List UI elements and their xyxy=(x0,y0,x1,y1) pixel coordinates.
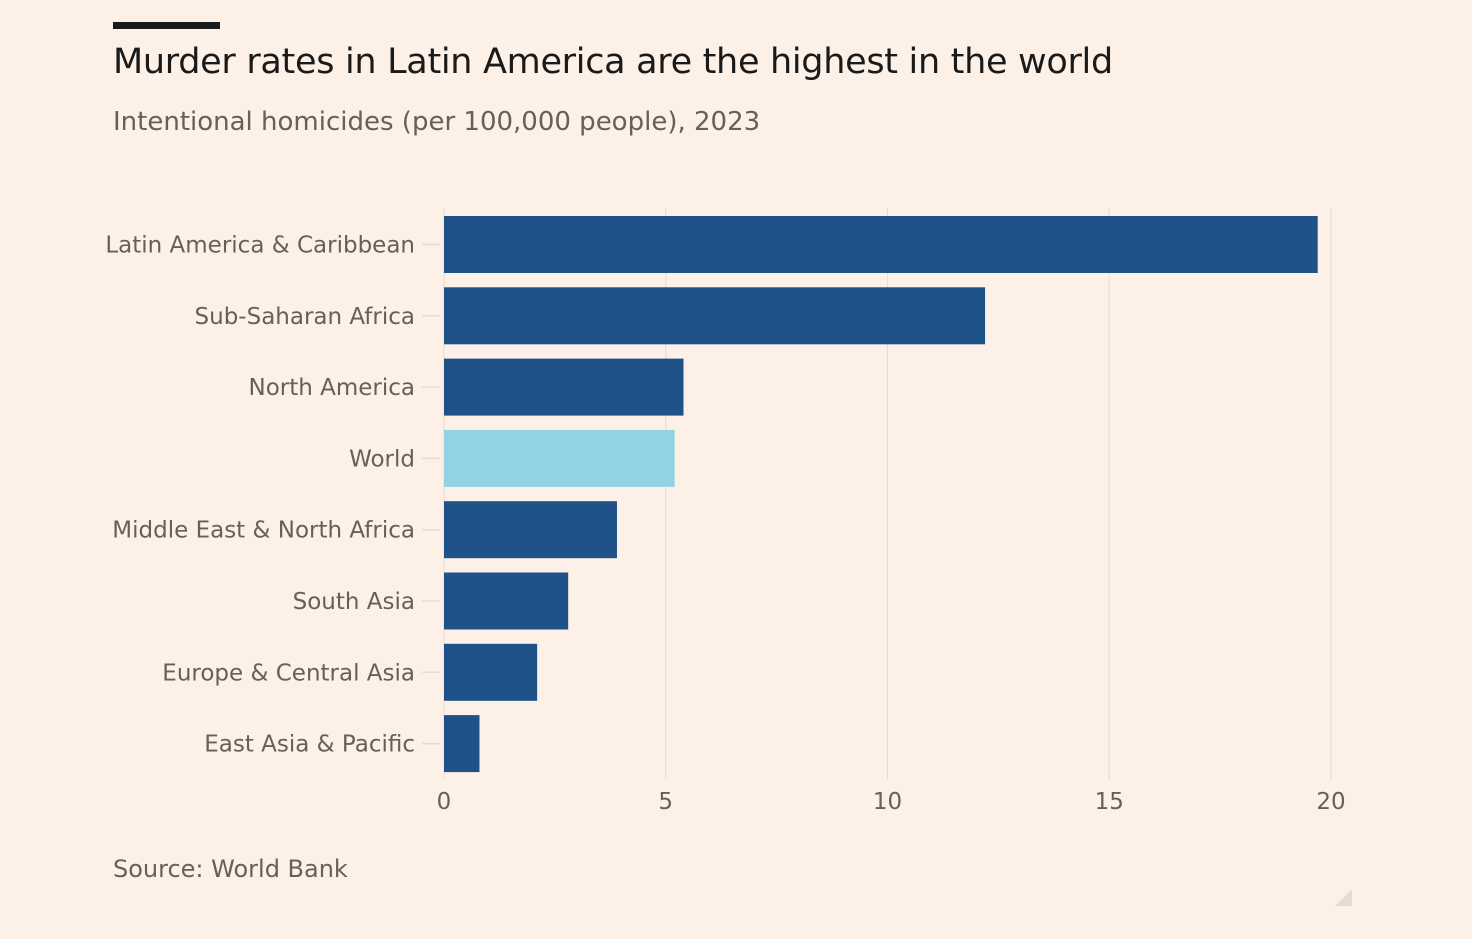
category-label: North America xyxy=(248,375,415,401)
bar-sub-saharan-africa xyxy=(444,287,986,345)
x-tick-label: 5 xyxy=(658,789,673,815)
source-note: Source: World Bank xyxy=(113,855,348,883)
brand-rule xyxy=(113,22,220,29)
bar-north-america xyxy=(444,358,684,416)
chart-subtitle: Intentional homicides (per 100,000 peopl… xyxy=(113,107,761,137)
chart-title: Murder rates in Latin America are the hi… xyxy=(113,42,1113,82)
bar-world xyxy=(444,429,675,487)
category-label: Sub-Saharan Africa xyxy=(195,304,415,330)
category-label: South Asia xyxy=(293,589,415,615)
x-tick-label: 10 xyxy=(873,789,902,815)
x-tick-label: 15 xyxy=(1095,789,1124,815)
category-label: Middle East & North Africa xyxy=(112,518,415,544)
x-tick-label: 20 xyxy=(1316,789,1345,815)
bar-middle-east-north-africa xyxy=(444,501,617,559)
category-label: Europe & Central Asia xyxy=(162,660,415,686)
category-label: East Asia & Pacific xyxy=(204,732,415,758)
category-label: Latin America & Caribbean xyxy=(105,233,415,259)
bar-latin-america-caribbean xyxy=(444,216,1318,273)
bar-south-asia xyxy=(444,572,569,630)
x-tick-label: 0 xyxy=(437,789,452,815)
resize-handle-icon xyxy=(1335,889,1352,906)
bar-europe-central-asia xyxy=(444,643,538,701)
category-label: World xyxy=(349,446,415,472)
bar-east-asia-pacific xyxy=(444,715,480,773)
